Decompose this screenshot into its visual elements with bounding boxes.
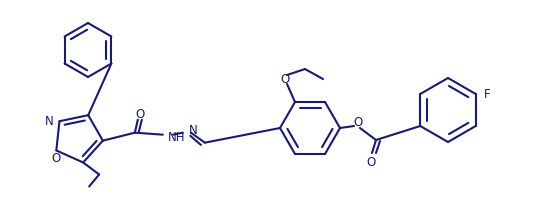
Text: N: N [45,115,54,128]
Text: O: O [135,108,144,121]
Text: N: N [189,124,197,137]
Text: O: O [366,156,376,169]
Text: O: O [353,116,363,128]
Text: O: O [281,73,289,86]
Text: O: O [52,152,61,165]
Text: NH: NH [168,131,185,144]
Text: F: F [484,88,490,101]
